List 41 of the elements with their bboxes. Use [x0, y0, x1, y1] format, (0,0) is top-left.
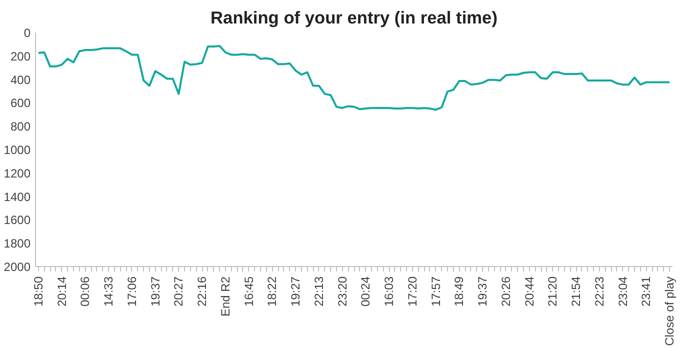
y-tick-label: 800	[10, 120, 31, 134]
x-tick-label: 00:24	[358, 276, 373, 307]
y-tick-label: 1000	[4, 143, 31, 157]
x-tick-label: 18:50	[31, 276, 46, 307]
x-tick-label: 19:37	[148, 276, 162, 307]
x-tick-label: 22:16	[195, 276, 210, 307]
y-tick-label: 600	[10, 96, 31, 110]
y-tick-label: 400	[10, 72, 31, 87]
x-tick-label: 14:33	[102, 276, 116, 307]
x-tick-label: 19:27	[288, 276, 303, 307]
x-tick-label: 17:06	[124, 276, 139, 307]
y-tick-label: 1600	[4, 213, 31, 228]
x-tick-label: 19:37	[476, 276, 490, 307]
x-tick-label: End R2	[218, 276, 232, 317]
x-tick-label: 20:14	[54, 276, 69, 307]
x-tick-label: 21:54	[569, 276, 584, 307]
y-tick-label: 0	[24, 26, 31, 40]
chart-title: Ranking of your entry (in real time)	[210, 8, 498, 28]
x-tick-label: 20:27	[172, 276, 186, 307]
x-tick-label: 21:20	[546, 276, 560, 307]
x-tick-label: 23:04	[616, 276, 630, 307]
x-tick-label: 17:20	[405, 276, 420, 307]
x-tick-label: 20:26	[498, 276, 513, 307]
x-tick-label: 00:06	[78, 276, 92, 307]
x-tick-label: 22:13	[312, 276, 326, 307]
x-tick-label: 23:20	[335, 276, 350, 307]
y-tick-label: 1800	[4, 236, 31, 251]
y-tick-label: 1400	[4, 190, 31, 204]
x-tick-label: 18:49	[452, 276, 466, 307]
y-tick-label: 200	[10, 49, 31, 64]
x-tick-label: 20:44	[522, 276, 536, 307]
x-tick-label: Close of play	[662, 276, 677, 346]
x-tick-label: 22:23	[592, 276, 606, 307]
x-tick-label: 23:41	[639, 276, 654, 307]
x-tick-label: 17:57	[428, 276, 443, 307]
x-tick-label: 16:45	[242, 276, 256, 307]
y-tick-label: 2000	[4, 260, 31, 274]
x-tick-label: 16:03	[382, 276, 396, 307]
x-tick-label: 18:22	[265, 276, 280, 307]
line-series	[37, 44, 671, 111]
y-tick-label: 1200	[4, 166, 31, 180]
